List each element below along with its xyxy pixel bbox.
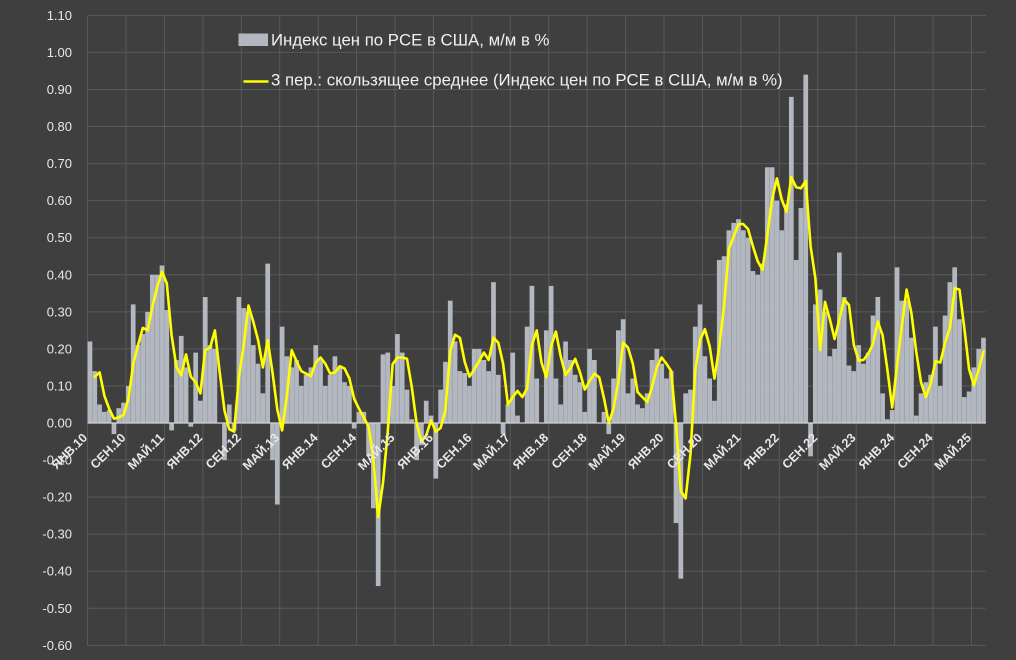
svg-text:0.60: 0.60 — [47, 193, 72, 208]
svg-text:0.10: 0.10 — [47, 378, 72, 393]
svg-text:-0.60: -0.60 — [42, 638, 72, 653]
svg-text:1.10: 1.10 — [47, 8, 72, 23]
svg-text:-0.50: -0.50 — [42, 601, 72, 616]
svg-text:0.80: 0.80 — [47, 119, 72, 134]
svg-text:1.00: 1.00 — [47, 45, 72, 60]
svg-text:0.70: 0.70 — [47, 156, 72, 171]
svg-text:0.30: 0.30 — [47, 304, 72, 319]
svg-text:0.90: 0.90 — [47, 82, 72, 97]
svg-text:-0.10: -0.10 — [42, 453, 72, 468]
svg-text:0.00: 0.00 — [47, 416, 72, 431]
svg-text:-0.30: -0.30 — [42, 527, 72, 542]
svg-text:3 пер.: скользящее среднее (Ин: 3 пер.: скользящее среднее (Индекс цен п… — [271, 71, 783, 90]
svg-text:0.40: 0.40 — [47, 267, 72, 282]
svg-text:0.50: 0.50 — [47, 230, 72, 245]
svg-text:-0.20: -0.20 — [42, 490, 72, 505]
svg-text:0.20: 0.20 — [47, 341, 72, 356]
svg-text:-0.40: -0.40 — [42, 564, 72, 579]
svg-text:Индекс цен по PCE в США, м/м в: Индекс цен по PCE в США, м/м в % — [271, 31, 550, 50]
